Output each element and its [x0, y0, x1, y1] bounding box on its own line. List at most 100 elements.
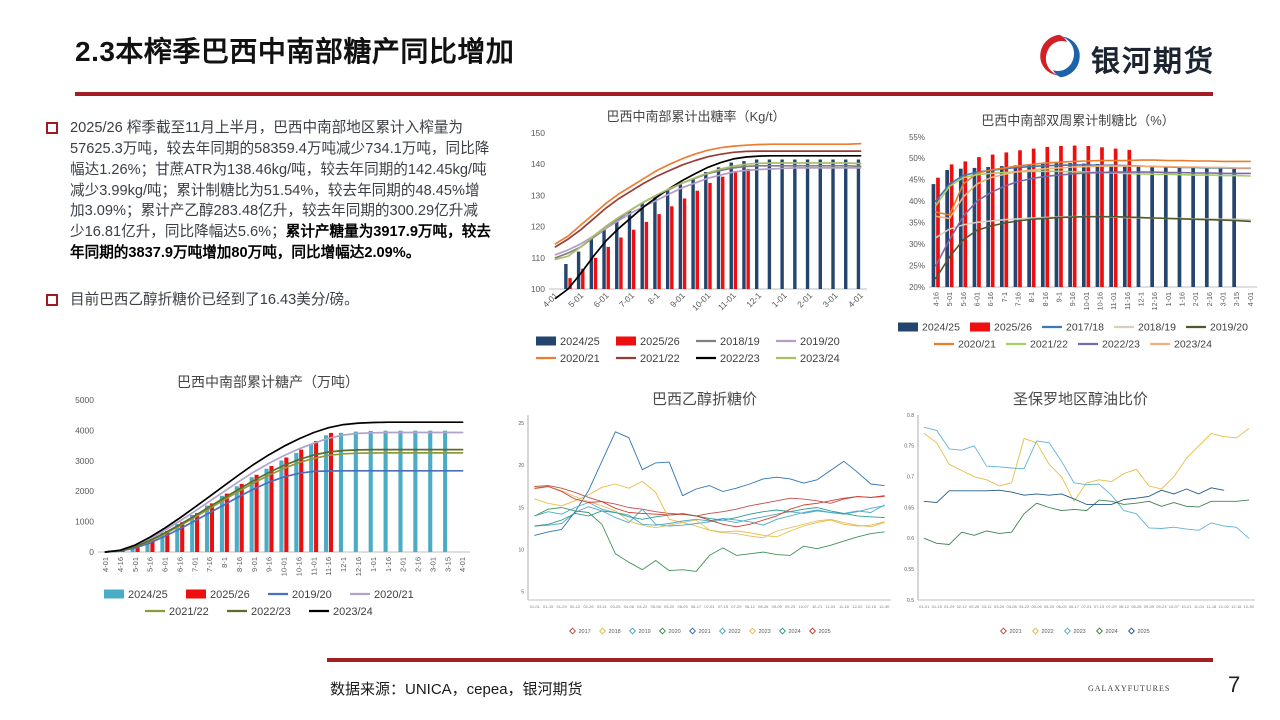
svg-text:3000: 3000: [75, 456, 94, 466]
svg-text:2025/26: 2025/26: [210, 589, 250, 601]
svg-text:11-04: 11-04: [826, 604, 837, 609]
svg-text:02-26: 02-26: [583, 604, 594, 609]
bullet-item-1: 2025/26 榨季截至11月上半月，巴西中南部地区累计入榨量为57625.3万…: [46, 118, 491, 264]
svg-text:08-12: 08-12: [745, 604, 756, 609]
svg-text:2018/19: 2018/19: [1138, 322, 1176, 334]
title-divider: [75, 92, 1213, 96]
svg-text:9-16: 9-16: [1068, 292, 1077, 306]
svg-text:1000: 1000: [75, 517, 94, 527]
svg-text:5-01: 5-01: [566, 290, 585, 309]
svg-text:3-15: 3-15: [443, 557, 452, 572]
svg-text:12-02: 12-02: [1219, 604, 1230, 609]
svg-text:7-01: 7-01: [617, 290, 636, 309]
svg-text:7-16: 7-16: [205, 557, 214, 572]
svg-text:7-16: 7-16: [1013, 292, 1022, 306]
svg-text:2024/25: 2024/25: [560, 336, 600, 348]
svg-text:01-29: 01-29: [944, 604, 955, 609]
svg-text:12-02: 12-02: [852, 604, 863, 609]
svg-text:12-16: 12-16: [866, 604, 877, 609]
svg-text:12-16: 12-16: [354, 557, 363, 576]
svg-text:06-03: 06-03: [1056, 604, 1067, 609]
svg-text:4-16: 4-16: [931, 292, 940, 306]
svg-text:2019/20: 2019/20: [1210, 322, 1248, 334]
svg-text:40%: 40%: [909, 197, 925, 206]
svg-text:2-01: 2-01: [399, 557, 408, 572]
svg-text:8-1: 8-1: [1027, 292, 1036, 302]
chart-ethanol-parity-canvas: 5 10 15 20 25 01-01 01-15 01-29 02-12 02-26 03-11 0…: [512, 409, 897, 649]
svg-text:05-06: 05-06: [651, 604, 662, 609]
svg-text:03-11: 03-11: [597, 604, 608, 609]
svg-text:130: 130: [531, 190, 545, 200]
bullet-1-text: 2025/26 榨季截至11月上半月，巴西中南部地区累计入榨量为57625.3万…: [70, 120, 490, 241]
svg-text:2020: 2020: [669, 629, 681, 635]
svg-text:11-01: 11-01: [716, 290, 738, 312]
svg-text:8-16: 8-16: [1041, 292, 1050, 306]
svg-text:11-01: 11-01: [1109, 292, 1118, 310]
svg-text:2022: 2022: [1042, 629, 1054, 635]
svg-text:05-20: 05-20: [664, 604, 675, 609]
svg-text:1-01: 1-01: [770, 290, 789, 309]
chart-sugar-mix: 巴西中南部双周累计制糖比（%） 20% 25% 30% 35% 40% 45% 50% 55%…: [893, 110, 1263, 374]
svg-text:2023: 2023: [759, 629, 771, 635]
svg-text:0.5: 0.5: [907, 598, 914, 604]
svg-text:5000: 5000: [75, 395, 94, 405]
svg-text:09-23: 09-23: [785, 604, 796, 609]
svg-text:4-16: 4-16: [116, 557, 125, 572]
svg-text:04-22: 04-22: [637, 604, 648, 609]
svg-text:2023/24: 2023/24: [800, 353, 840, 365]
svg-text:2022/23: 2022/23: [251, 606, 291, 618]
svg-text:07-29: 07-29: [731, 604, 742, 609]
svg-text:05-20: 05-20: [1044, 604, 1055, 609]
svg-text:3-15: 3-15: [1232, 292, 1241, 306]
footer-brand: GALAXYFUTURES: [1088, 684, 1171, 693]
svg-text:2024: 2024: [1106, 629, 1118, 635]
svg-text:15: 15: [518, 505, 524, 511]
svg-text:11-18: 11-18: [1206, 604, 1217, 609]
svg-text:2021/22: 2021/22: [169, 606, 209, 618]
svg-text:5-16: 5-16: [146, 557, 155, 572]
svg-text:12-30: 12-30: [879, 604, 890, 609]
chart-sugar-output-title: 巴西中南部累计糖产（万吨）: [177, 374, 359, 390]
svg-text:08-26: 08-26: [1131, 604, 1142, 609]
svg-text:12-16: 12-16: [1150, 292, 1159, 310]
svg-text:2018/19: 2018/19: [720, 336, 760, 348]
svg-text:2021/22: 2021/22: [640, 353, 680, 365]
svg-text:20%: 20%: [909, 283, 925, 292]
svg-text:2-16: 2-16: [414, 557, 423, 572]
svg-text:2024/25: 2024/25: [922, 322, 960, 334]
svg-text:08-26: 08-26: [758, 604, 769, 609]
svg-text:5-01: 5-01: [945, 292, 954, 306]
svg-text:0.55: 0.55: [904, 567, 914, 573]
svg-text:9-16: 9-16: [265, 557, 274, 572]
svg-text:35%: 35%: [909, 219, 925, 228]
svg-text:0.75: 0.75: [904, 444, 914, 450]
svg-text:07-15: 07-15: [1094, 604, 1105, 609]
chart-fuel-ratio: 圣保罗地区醇油比价 0.5 0.55 0.6 0.65 0.7 0.75 0.8 01-01 0…: [898, 388, 1263, 649]
svg-text:2023/24: 2023/24: [1174, 339, 1212, 351]
svg-text:02-12: 02-12: [570, 604, 581, 609]
bullet-square-icon: [46, 294, 58, 307]
svg-text:6-16: 6-16: [175, 557, 184, 572]
footer-divider: [327, 658, 1213, 662]
svg-text:2019: 2019: [639, 629, 651, 635]
chart-sugar-yield-canvas: 100 110 120 130 140 150 4-01 5-01 6-01 7-01 8-1 9-0…: [515, 125, 877, 370]
svg-text:2025: 2025: [819, 629, 831, 635]
svg-text:150: 150: [531, 128, 545, 138]
chart-sugar-mix-canvas: 20% 25% 30% 35% 40% 45% 50% 55% 4-16 5-01 5-16 6-01…: [893, 129, 1263, 374]
svg-text:09-09: 09-09: [1144, 604, 1155, 609]
svg-text:2023/24: 2023/24: [333, 606, 373, 618]
svg-text:2019/20: 2019/20: [800, 336, 840, 348]
galaxy-swirl-icon: [1037, 33, 1083, 84]
chart-fuel-ratio-canvas: 0.5 0.55 0.6 0.65 0.7 0.75 0.8 01-01 01-15 01-29 0…: [898, 409, 1263, 649]
svg-text:1-16: 1-16: [1177, 292, 1186, 306]
svg-text:2017: 2017: [579, 629, 591, 635]
svg-text:4000: 4000: [75, 425, 94, 435]
chart-ethanol-parity-title: 巴西乙醇折糖价: [651, 391, 757, 408]
svg-text:10-16: 10-16: [295, 557, 304, 576]
svg-text:03-25: 03-25: [610, 604, 621, 609]
svg-text:2-01: 2-01: [795, 290, 814, 309]
svg-text:100: 100: [531, 284, 545, 294]
svg-text:2020/21: 2020/21: [958, 339, 996, 351]
svg-text:8-1: 8-1: [220, 557, 229, 568]
svg-text:3-01: 3-01: [1218, 292, 1227, 306]
